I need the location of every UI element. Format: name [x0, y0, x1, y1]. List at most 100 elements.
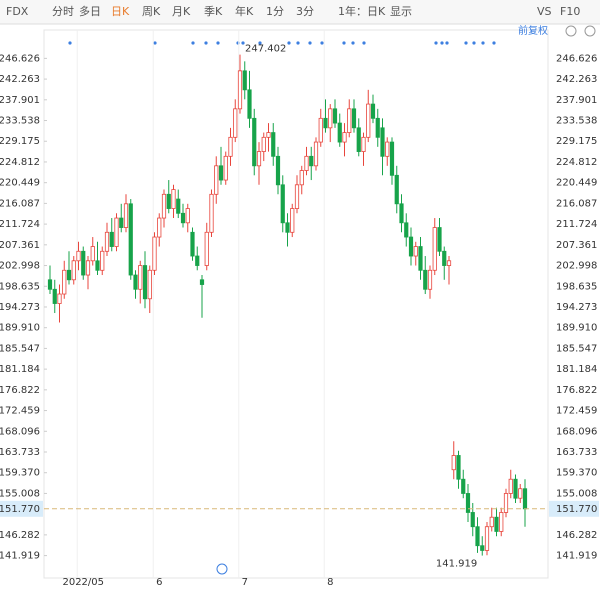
candle-body	[166, 193, 171, 209]
candle-body	[437, 227, 442, 252]
adjust-label[interactable]: 前复权	[518, 24, 548, 37]
candle-body	[138, 265, 143, 290]
candle-body	[180, 212, 186, 224]
candle-body	[385, 141, 390, 157]
y-tick-label: 181.184	[0, 364, 40, 375]
close-icon[interactable]	[584, 25, 596, 37]
toolbar-item[interactable]: 周K	[142, 5, 161, 18]
candle-body	[522, 488, 528, 510]
toolbar-item[interactable]: 分时	[52, 5, 74, 18]
toolbar-item[interactable]: 多日	[79, 4, 101, 18]
candle-body	[380, 127, 385, 157]
candle-body	[228, 136, 233, 157]
candle-body	[480, 545, 485, 551]
y-tick-label-right: 246.626	[556, 53, 597, 64]
candle-body	[57, 293, 62, 304]
y-tick-label-right: 233.538	[556, 116, 597, 127]
y-tick-label: 216.087	[0, 198, 40, 209]
candle-body	[294, 184, 300, 209]
candle-body	[223, 155, 228, 181]
candle-body	[237, 70, 243, 110]
candle-body	[408, 236, 414, 257]
y-tick-label-right: 242.263	[556, 74, 597, 85]
candle-body	[114, 217, 119, 247]
y-tick-label: 194.273	[0, 302, 40, 313]
toolbar-item[interactable]: F10	[560, 5, 580, 18]
candle-body	[119, 217, 124, 228]
last-price-box	[549, 500, 599, 517]
candle-body	[366, 103, 371, 138]
y-tick-label: 202.998	[0, 261, 40, 272]
candle-body	[456, 455, 461, 480]
last-price-label: 151.770	[556, 504, 597, 515]
candle-body	[147, 269, 152, 300]
candle-body	[233, 108, 238, 138]
toolbar-item[interactable]: 1分	[266, 5, 284, 18]
candle-body	[313, 141, 319, 167]
toolbar-item[interactable]: 季K	[204, 5, 223, 18]
toolbar-item[interactable]: VS	[537, 5, 552, 18]
candle-body	[351, 108, 357, 129]
candle-body	[47, 279, 53, 290]
y-tick-label: 155.008	[0, 488, 40, 499]
candle-body	[304, 155, 309, 171]
candle-body	[451, 455, 456, 471]
candle-body	[337, 122, 342, 143]
y-tick-label-right: 198.635	[556, 281, 597, 292]
toolbar-item[interactable]: 1年：日K	[338, 4, 386, 18]
candle-body	[256, 151, 262, 167]
candle-body	[461, 478, 466, 494]
y-tick-label: 237.901	[0, 95, 40, 106]
y-tick-label: 146.282	[0, 530, 40, 541]
candle-body	[423, 269, 428, 290]
y-tick-label-right: 163.733	[556, 447, 597, 458]
candle-body	[199, 279, 205, 285]
y-tick-label: 172.459	[0, 406, 40, 417]
candle-body	[76, 250, 81, 262]
last-price-box-left	[0, 500, 43, 517]
candle-body	[465, 493, 471, 513]
candle-body	[81, 250, 86, 276]
toolbar-item[interactable]: 显示	[390, 5, 412, 18]
candle-body	[347, 108, 352, 133]
candle-body	[499, 512, 504, 532]
y-tick-label: 189.910	[0, 323, 40, 334]
candle-body	[318, 117, 323, 143]
toolbar-item[interactable]: 月K	[172, 5, 191, 18]
y-tick-label: 176.822	[0, 385, 40, 396]
high-label: 247.402	[245, 44, 286, 55]
toolbar-item[interactable]: 3分	[296, 5, 314, 18]
candle-body	[261, 136, 266, 152]
candle-body	[413, 246, 418, 257]
y-tick-label-right: 224.812	[556, 157, 597, 168]
toolbar-item[interactable]: 年K	[235, 4, 254, 18]
last-price-label-left: 151.770	[0, 504, 40, 515]
y-tick-label: 141.919	[0, 551, 40, 562]
candle-body	[85, 260, 91, 276]
candle-body	[204, 231, 209, 266]
candle-body	[484, 526, 490, 551]
y-tick-label: 233.538	[0, 116, 40, 127]
candle-body	[299, 170, 304, 186]
candle-body	[100, 250, 105, 271]
plot-frame	[43, 29, 549, 579]
toolbar-item[interactable]: FDX	[6, 5, 29, 18]
candle-body	[470, 512, 475, 528]
help-icon[interactable]	[565, 25, 577, 37]
candle-body	[356, 127, 361, 152]
candle-body	[52, 288, 57, 304]
toolbar-item[interactable]: 日K	[111, 5, 130, 18]
x-tick-label: 2022/05	[62, 577, 104, 588]
candle-body	[494, 516, 499, 532]
candle-body	[280, 184, 285, 224]
y-tick-label: 168.096	[0, 426, 40, 437]
candle-body	[190, 231, 195, 257]
y-tick-label-right: 194.273	[556, 302, 597, 313]
more-icon[interactable]	[216, 563, 228, 575]
candle-body	[247, 89, 252, 119]
candle-body	[370, 103, 376, 119]
candle-body	[508, 478, 513, 494]
candle-body	[432, 227, 437, 271]
candle-body	[242, 70, 247, 91]
